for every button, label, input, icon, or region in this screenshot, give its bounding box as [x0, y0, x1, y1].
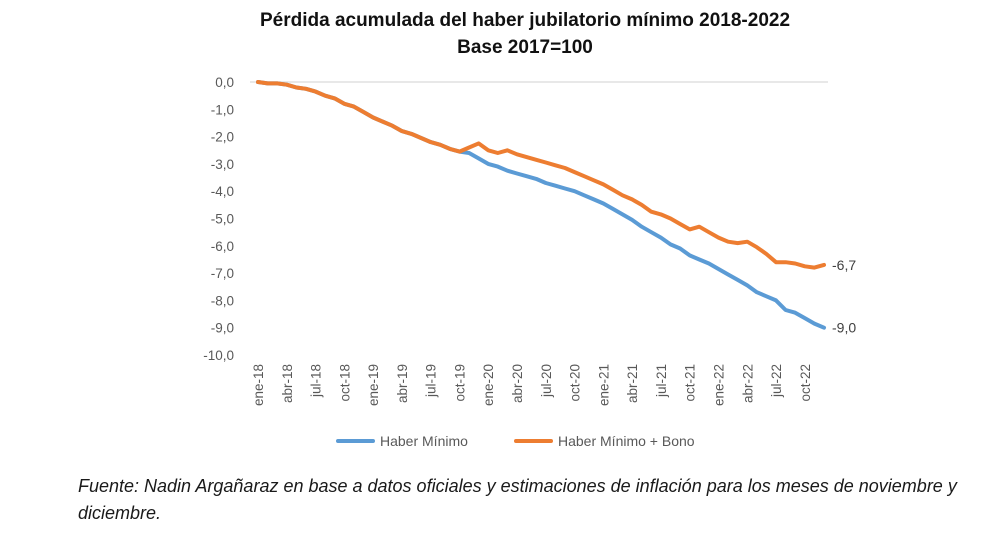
- x-tick-label: abr-18: [280, 364, 295, 403]
- x-tick-label: ene-21: [596, 364, 611, 406]
- line-chart: 0,0-1,0-2,0-3,0-4,0-5,0-6,0-7,0-8,0-9,0-…: [203, 75, 856, 449]
- x-tick-label: jul-20: [539, 364, 554, 398]
- x-axis: ene-18 abr-18 jul-18 oct-18 ene-19 abr-19 jul-…: [251, 364, 813, 406]
- y-axis: 0,0 -1,0 -2,0 -3,0 -4,0 -5,0 -6,0 -7,0 -8,0 -9,0 -…: [203, 75, 234, 363]
- x-tick-label: ene-19: [366, 364, 381, 406]
- y-tick-label: 0,0: [215, 75, 234, 90]
- series-layer: [256, 80, 826, 330]
- x-tick-label: jul-22: [769, 364, 784, 398]
- y-tick-label: -10,0: [203, 348, 234, 363]
- x-tick-label: jul-19: [424, 364, 439, 398]
- x-tick-label: oct-20: [568, 364, 583, 402]
- legend-label-haber-minimo-bono: Haber Mínimo + Bono: [558, 433, 695, 449]
- chart-title: Pérdida acumulada del haber jubilatorio …: [259, 10, 791, 31]
- x-tick-label: abr-19: [395, 364, 410, 403]
- series-line-haber-m-nimo-bono: [256, 80, 826, 270]
- x-tick-label: oct-22: [798, 364, 813, 402]
- y-tick-label: -4,0: [211, 184, 234, 199]
- y-tick-label: -9,0: [211, 321, 234, 336]
- end-value-label: -6,7: [832, 257, 856, 273]
- source-note: Fuente: Nadin Argañaraz en base a datos …: [78, 476, 957, 523]
- x-tick-label: jul-18: [309, 364, 324, 398]
- y-tick-label: -6,0: [211, 239, 234, 254]
- y-tick-label: -7,0: [211, 266, 234, 281]
- x-tick-label: oct-19: [452, 364, 467, 402]
- legend: Haber Mínimo Haber Mínimo + Bono: [336, 433, 695, 449]
- x-tick-label: jul-21: [654, 364, 669, 398]
- x-tick-label: abr-21: [625, 364, 640, 403]
- x-tick-label: abr-20: [510, 364, 525, 403]
- x-tick-label: oct-21: [683, 364, 698, 402]
- y-tick-label: -1,0: [211, 102, 234, 117]
- data-labels: -9,0 -6,7: [832, 257, 856, 336]
- x-tick-label: oct-18: [337, 364, 352, 402]
- legend-label-haber-minimo: Haber Mínimo: [380, 433, 468, 449]
- x-tick-label: ene-18: [251, 364, 266, 406]
- y-tick-label: -8,0: [211, 293, 234, 308]
- y-tick-label: -5,0: [211, 212, 234, 227]
- end-value-label: -9,0: [832, 320, 856, 336]
- y-tick-label: -2,0: [211, 130, 234, 145]
- x-tick-label: abr-22: [740, 364, 755, 403]
- x-tick-label: ene-20: [481, 364, 496, 406]
- chart-subtitle: Base 2017=100: [457, 37, 593, 58]
- x-tick-label: ene-22: [711, 364, 726, 406]
- series-line-haber-m-nimo: [256, 80, 826, 330]
- y-tick-label: -3,0: [211, 157, 234, 172]
